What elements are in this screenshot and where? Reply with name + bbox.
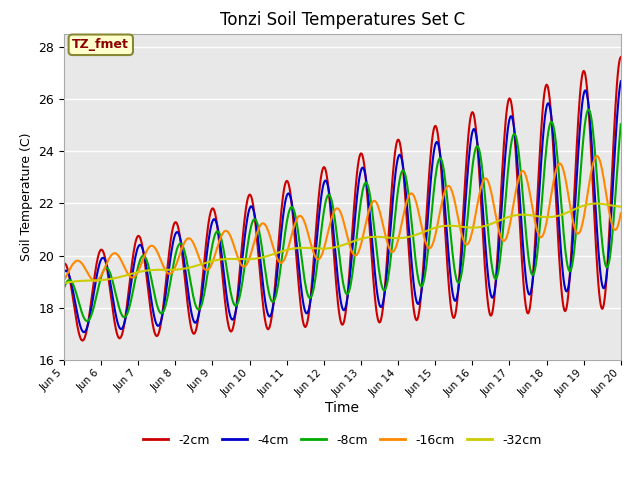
Text: TZ_fmet: TZ_fmet (72, 38, 129, 51)
Title: Tonzi Soil Temperatures Set C: Tonzi Soil Temperatures Set C (220, 11, 465, 29)
Legend: -2cm, -4cm, -8cm, -16cm, -32cm: -2cm, -4cm, -8cm, -16cm, -32cm (138, 429, 547, 452)
Y-axis label: Soil Temperature (C): Soil Temperature (C) (20, 132, 33, 261)
X-axis label: Time: Time (325, 401, 360, 415)
